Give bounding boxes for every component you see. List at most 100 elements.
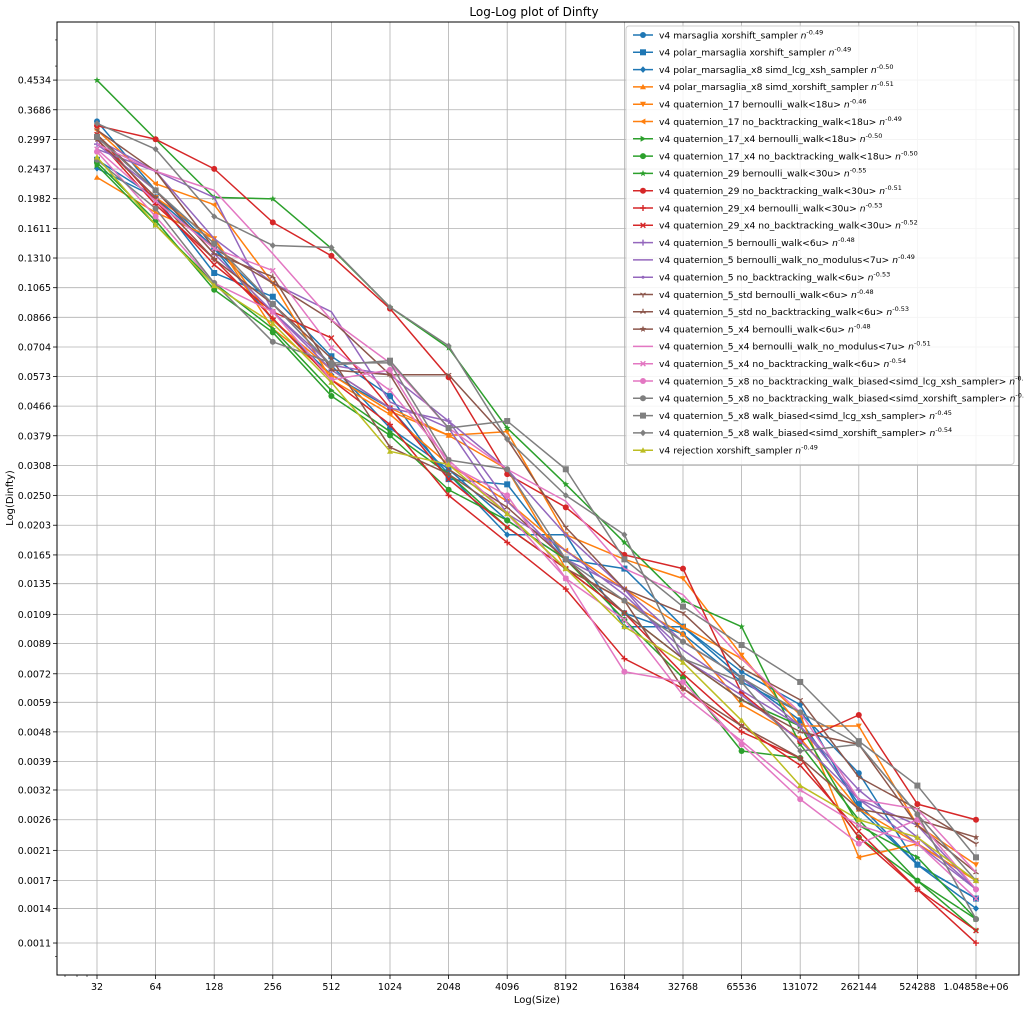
data-point [387, 411, 393, 418]
data-point [640, 101, 646, 108]
data-point [738, 701, 745, 708]
legend-entry: v4 marsaglia xorshift_sampler n-0.49 [633, 28, 823, 41]
data-point [621, 531, 628, 539]
data-point [621, 668, 628, 675]
data-point [738, 678, 745, 686]
data-point [211, 282, 218, 289]
data-point [855, 840, 862, 847]
legend-label: v4 quaternion_5_x8 walk_biased<simd_xors… [659, 426, 952, 439]
data-point [445, 461, 452, 467]
data-point [797, 701, 804, 709]
data-point [447, 419, 451, 423]
data-point [797, 782, 804, 788]
data-point [152, 180, 158, 187]
data-point [445, 476, 452, 483]
data-point [914, 861, 921, 868]
data-point [639, 169, 647, 177]
y-tick-label: 0.0089 [18, 639, 51, 650]
legend-entry: v4 polar_marsaglia_x8 simd_lcg_xsh_sampl… [633, 63, 894, 76]
x-tick-label: 256 [264, 982, 282, 993]
data-point [973, 927, 979, 934]
legend-label: v4 quaternion_29 no_backtracking_walk<30… [659, 184, 902, 197]
y-tick-label: 0.0379 [18, 431, 51, 442]
data-point [797, 717, 804, 724]
legend-label: v4 polar_marsaglia_x8 simd_lcg_xsh_sampl… [659, 63, 894, 76]
legend-entry: v4 polar_marsaglia_x8 simd_xorshift_samp… [633, 80, 894, 93]
legend-label: v4 quaternion_17_x4 no_backtracking_walk… [659, 149, 918, 162]
data-point [504, 498, 511, 505]
legend-label: v4 quaternion_5_x8 walk_biased<simd_lcg_… [659, 409, 952, 422]
y-tick-label: 0.1982 [18, 194, 51, 205]
data-point [328, 379, 335, 385]
data-point [973, 886, 979, 893]
data-point [562, 492, 569, 499]
data-point [641, 275, 645, 279]
y-tick-label: 0.0704 [18, 343, 51, 354]
data-point [738, 728, 745, 735]
data-point [679, 684, 687, 692]
data-point [973, 862, 979, 868]
data-point [562, 586, 569, 593]
legend-label: v4 quaternion_29_x4 bernoulli_walk<30u> … [659, 201, 882, 214]
data-point [445, 372, 452, 378]
x-tick-label: 131072 [782, 982, 818, 993]
series-line [96, 143, 977, 890]
series-line [96, 122, 977, 882]
data-point [797, 762, 804, 769]
legend-entry: v4 quaternion_5_x8 walk_biased<simd_lcg_… [633, 409, 952, 422]
data-point [387, 366, 393, 373]
y-tick-label: 0.1310 [18, 254, 51, 265]
series-line [96, 151, 977, 890]
data-point [680, 576, 686, 582]
y-tick-label: 0.4534 [18, 76, 51, 87]
data-point [387, 404, 393, 411]
data-point [740, 693, 744, 697]
y-tick-label: 0.0866 [18, 313, 51, 324]
plot-frame [56, 21, 1020, 976]
y-axis: 0.4534 0.3686 0.2997 0.2437 0.1982 0.1611 0.13… [18, 39, 57, 957]
data-point [738, 696, 745, 702]
data-point [679, 597, 687, 604]
data-point [387, 432, 393, 439]
data-point [680, 678, 686, 685]
data-point [640, 32, 646, 38]
data-point [504, 510, 511, 517]
data-point [621, 623, 628, 630]
data-point [738, 665, 745, 671]
legend-entry: v4 quaternion_5_x4 bernoulli_walk<6u> n-… [633, 322, 871, 335]
data-point [328, 393, 335, 400]
data-point [680, 674, 686, 681]
data-point [621, 610, 628, 616]
data-point [855, 712, 862, 719]
data-point [504, 517, 511, 524]
y-tick-label: 0.0026 [18, 815, 51, 826]
legend-label: v4 polar_marsaglia_x8 simd_xorshift_samp… [659, 80, 894, 93]
data-point [640, 429, 646, 437]
data-point [562, 556, 569, 563]
legend-label: v4 polar_marsaglia xorshift_sampler n-0.… [659, 46, 851, 59]
data-point [328, 371, 335, 378]
data-point [211, 250, 218, 256]
legend-label: v4 quaternion_17 no_backtracking_walk<18… [659, 115, 902, 128]
data-point [797, 747, 804, 755]
data-point [680, 631, 686, 637]
data-point [504, 531, 511, 539]
legend-entry: v4 rejection xorshift_sampler n-0.49 [633, 444, 818, 457]
data-point [738, 674, 745, 681]
data-point [387, 421, 393, 428]
data-point [640, 395, 646, 402]
legend-entry: v4 quaternion_17 bernoulli_walk<18u> n-0… [633, 98, 867, 111]
data-point [855, 775, 862, 781]
data-point [269, 195, 277, 202]
x-tick-label: 4096 [495, 982, 519, 993]
data-point [445, 492, 452, 499]
x-axis-label: Log(Size) [514, 995, 560, 1006]
data-point [680, 692, 686, 699]
data-point [328, 362, 335, 369]
legend: v4 marsaglia xorshift_sampler n-0.49 v4 p… [625, 25, 1024, 465]
x-tick-label: 1.04858e+06 [943, 982, 1008, 993]
data-point [738, 748, 745, 755]
legend-entry: v4 quaternion_17 no_backtracking_walk<18… [633, 115, 902, 128]
x-tick-label: 512 [322, 982, 340, 993]
